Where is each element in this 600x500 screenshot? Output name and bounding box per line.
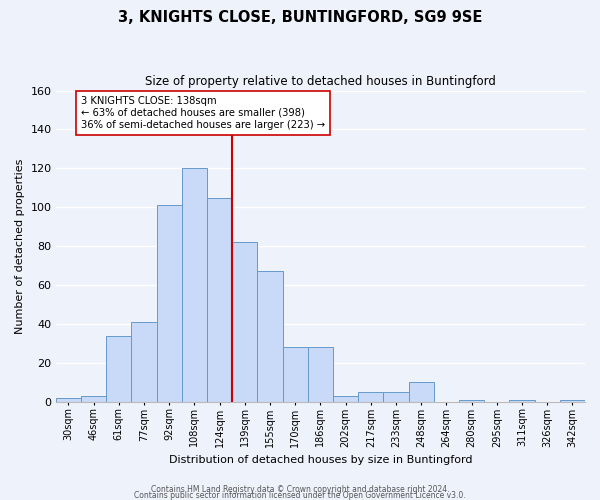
Bar: [106, 336, 131, 402]
Bar: [333, 396, 358, 402]
Bar: [308, 348, 333, 402]
Bar: [459, 400, 484, 402]
Text: Contains HM Land Registry data © Crown copyright and database right 2024.: Contains HM Land Registry data © Crown c…: [151, 484, 449, 494]
X-axis label: Distribution of detached houses by size in Buntingford: Distribution of detached houses by size …: [169, 455, 472, 465]
Text: 3 KNIGHTS CLOSE: 138sqm
← 63% of detached houses are smaller (398)
36% of semi-d: 3 KNIGHTS CLOSE: 138sqm ← 63% of detache…: [81, 96, 325, 130]
Bar: [283, 348, 308, 402]
Title: Size of property relative to detached houses in Buntingford: Size of property relative to detached ho…: [145, 75, 496, 88]
Bar: [182, 168, 207, 402]
Bar: [358, 392, 383, 402]
Bar: [232, 242, 257, 402]
Bar: [81, 396, 106, 402]
Bar: [509, 400, 535, 402]
Bar: [131, 322, 157, 402]
Bar: [383, 392, 409, 402]
Bar: [157, 206, 182, 402]
Text: Contains public sector information licensed under the Open Government Licence v3: Contains public sector information licen…: [134, 490, 466, 500]
Bar: [560, 400, 585, 402]
Bar: [257, 272, 283, 402]
Text: 3, KNIGHTS CLOSE, BUNTINGFORD, SG9 9SE: 3, KNIGHTS CLOSE, BUNTINGFORD, SG9 9SE: [118, 10, 482, 25]
Bar: [56, 398, 81, 402]
Y-axis label: Number of detached properties: Number of detached properties: [15, 158, 25, 334]
Bar: [207, 198, 232, 402]
Bar: [409, 382, 434, 402]
